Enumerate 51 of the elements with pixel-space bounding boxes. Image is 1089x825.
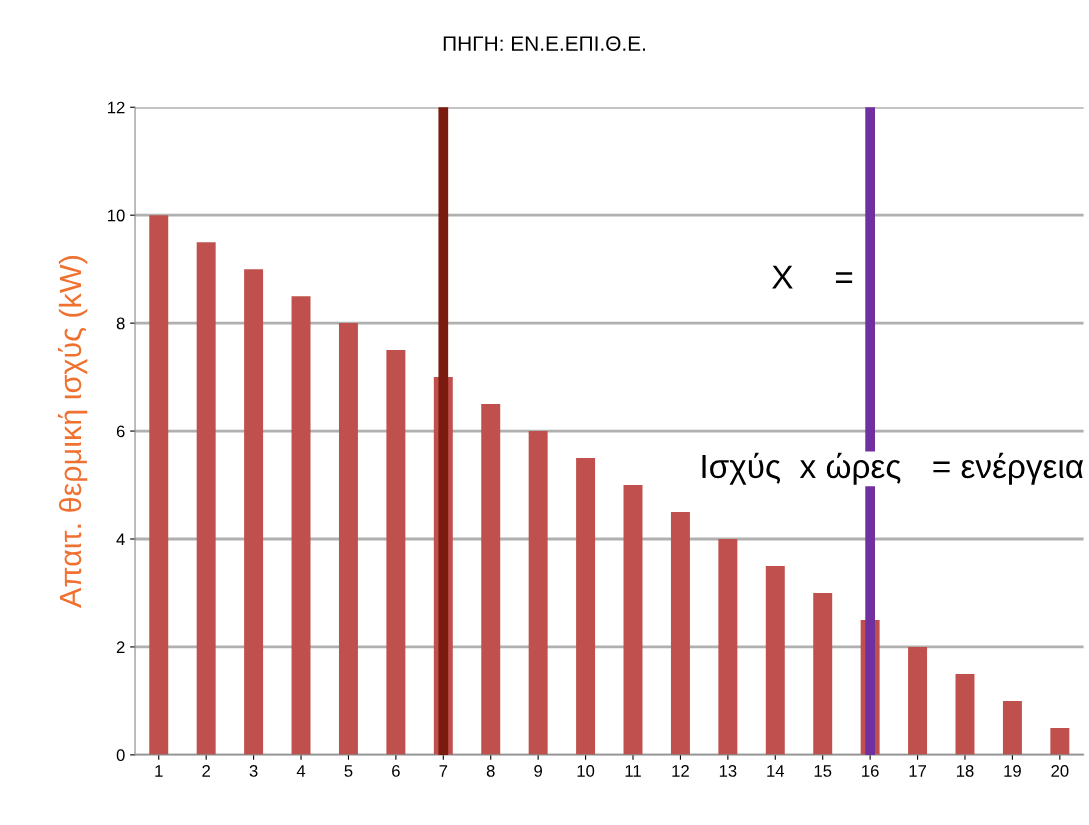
- y-axis-title: Απαιτ. θερμική ισχύς (kW): [57, 256, 88, 608]
- x-tick-label: 16: [862, 765, 879, 777]
- x-tick-label: 2: [202, 765, 210, 777]
- bar: [576, 458, 596, 755]
- bar: [813, 592, 833, 755]
- bar: [955, 673, 975, 755]
- annotation: =: [835, 272, 853, 283]
- x-tick-label: 9: [534, 765, 542, 777]
- bar: [481, 404, 501, 755]
- y-tick-label: 12: [108, 101, 125, 114]
- bar: [718, 539, 738, 755]
- bar: [908, 646, 928, 755]
- text: ΠΗΓΗ: ΕΝ.Ε.ΕΠΙ.Θ.Ε.: [443, 36, 645, 51]
- bar: [528, 431, 548, 755]
- bar: [1002, 700, 1022, 755]
- x-tick-label: 4: [296, 765, 306, 777]
- y-tick-label: 4: [116, 533, 125, 546]
- bar: [765, 565, 785, 755]
- x-tick-label: 11: [625, 765, 641, 777]
- bar: [386, 350, 406, 755]
- annotation: = ενέργεια: [933, 452, 1084, 485]
- x-tick-label: 8: [486, 765, 495, 777]
- x-tick-label: 1: [155, 765, 163, 777]
- bar: [670, 512, 690, 755]
- x-tick-label: 17: [909, 765, 926, 777]
- bar: [149, 215, 169, 755]
- x-tick-label: 6: [392, 765, 400, 777]
- y-tick-label: 2: [116, 641, 125, 653]
- annotation: Ισχύς x ώρες: [702, 452, 901, 485]
- x-tick-label: 18: [956, 765, 974, 777]
- bar: [1050, 727, 1070, 755]
- y-tick-label: 10: [108, 209, 125, 222]
- x-tick-label: 20: [1051, 765, 1069, 777]
- bar: [338, 323, 358, 755]
- bar: [244, 269, 264, 755]
- x-tick-label: 15: [814, 765, 832, 777]
- bar: [196, 242, 216, 755]
- x-tick-label: 10: [577, 765, 595, 777]
- x-tick-label: 14: [767, 765, 785, 777]
- bar: [623, 485, 643, 755]
- y-tick-label: 8: [116, 317, 125, 330]
- bar: [291, 296, 311, 755]
- x-tick-label: 19: [1004, 765, 1021, 777]
- x-tick-label: 12: [672, 765, 689, 777]
- y-tick-label: 6: [116, 425, 125, 438]
- x-tick-label: 13: [719, 765, 737, 777]
- annotation: X: [772, 265, 793, 289]
- y-tick-label: 0: [116, 749, 125, 762]
- x-tick-label: 5: [344, 765, 353, 777]
- x-tick-label: 7: [439, 765, 448, 777]
- x-tick-label: 3: [249, 765, 258, 777]
